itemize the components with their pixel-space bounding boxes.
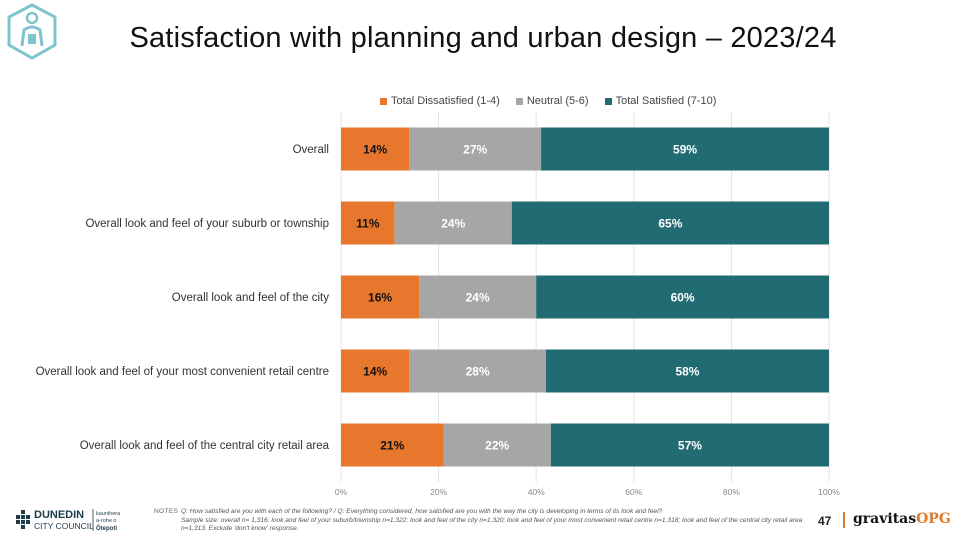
council-maori-line2: a-rohe o bbox=[96, 518, 117, 524]
chart-legend: Total Dissatisfied (1-4) Neutral (5-6) T… bbox=[380, 94, 716, 108]
data-label-neutral: 24% bbox=[466, 291, 490, 305]
bar-neutral bbox=[409, 127, 542, 171]
gravitas-brand-logo: gravitasOPG bbox=[853, 511, 951, 527]
data-label-neutral: 28% bbox=[466, 365, 490, 379]
legend-swatch-satisfied bbox=[604, 97, 612, 105]
bar-dissatisfied bbox=[341, 423, 444, 467]
notes-block: NOTES Q: How satisfied are you with each… bbox=[154, 508, 814, 534]
notes-text-1: Q: How satisfied are you with each of th… bbox=[181, 508, 663, 515]
category-label: Overall look and feel of your suburb or … bbox=[85, 218, 329, 230]
page-number: 47 bbox=[818, 514, 832, 528]
data-label-neutral: 24% bbox=[441, 217, 465, 231]
bar-dissatisfied bbox=[341, 275, 420, 319]
x-tick-label: 60% bbox=[625, 487, 642, 497]
notes-text-2: Sample size: overall n= 1,316; look and … bbox=[181, 516, 803, 533]
legend-item-satisfied: Total Satisfied (7-10) bbox=[604, 95, 717, 107]
council-maori-line1: kaunihera bbox=[96, 511, 121, 517]
data-label-neutral: 22% bbox=[485, 439, 509, 453]
legend-swatch-neutral bbox=[515, 97, 523, 105]
category-label: Overall look and feel of your most conve… bbox=[36, 366, 329, 378]
bar-dissatisfied bbox=[341, 349, 410, 393]
bar-neutral bbox=[419, 275, 537, 319]
x-tick-label: 40% bbox=[528, 487, 545, 497]
legend-item-neutral: Neutral (5-6) bbox=[515, 95, 589, 107]
bar-satisfied bbox=[541, 127, 829, 171]
bar-neutral bbox=[409, 349, 546, 393]
data-label-dissatisfied: 21% bbox=[380, 439, 404, 453]
legend-swatch-dissatisfied bbox=[380, 97, 387, 105]
legend-item-dissatisfied: Total Dissatisfied (1-4) bbox=[380, 95, 500, 107]
page-title: Satisfaction with planning and urban des… bbox=[129, 22, 837, 54]
survey-logo-icon bbox=[7, 3, 57, 60]
data-label-satisfied: 58% bbox=[675, 365, 699, 379]
legend-label-satisfied: Total Satisfied (7-10) bbox=[615, 95, 717, 107]
category-label: Overall bbox=[293, 144, 329, 156]
bar-neutral bbox=[443, 423, 551, 467]
bar-satisfied bbox=[550, 423, 829, 467]
brand-accent: OPG bbox=[916, 511, 951, 527]
data-label-dissatisfied: 16% bbox=[368, 291, 392, 305]
data-label-satisfied: 59% bbox=[673, 143, 697, 157]
bar-dissatisfied bbox=[341, 201, 395, 245]
council-name-line1: DUNEDIN bbox=[34, 509, 84, 521]
data-label-dissatisfied: 11% bbox=[356, 217, 380, 231]
legend-label-dissatisfied: Total Dissatisfied (1-4) bbox=[391, 95, 500, 107]
data-label-satisfied: 57% bbox=[678, 439, 702, 453]
bar-satisfied bbox=[545, 349, 829, 393]
bar-satisfied bbox=[511, 201, 829, 245]
brand-divider bbox=[843, 512, 845, 528]
stacked-bar-chart: 0% 20% 40% 60% 80% 100% Overall 14% 27% 59% Overal… bbox=[36, 112, 840, 497]
category-label: Overall look and feel of the city bbox=[172, 292, 329, 304]
x-tick-label: 0% bbox=[335, 487, 348, 497]
data-label-dissatisfied: 14% bbox=[363, 143, 387, 157]
category-label: Overall look and feel of the central cit… bbox=[80, 440, 330, 452]
notes-label: NOTES bbox=[154, 508, 179, 515]
x-tick-label: 100% bbox=[818, 487, 840, 497]
data-label-satisfied: 65% bbox=[658, 217, 682, 231]
bar-neutral bbox=[394, 201, 512, 245]
x-tick-label: 80% bbox=[723, 487, 740, 497]
brand-main: gravitas bbox=[853, 511, 917, 527]
dunedin-city-council-logo: DUNEDIN CITY COUNCIL kaunihera a-rohe o … bbox=[16, 509, 121, 532]
data-label-neutral: 27% bbox=[463, 143, 487, 157]
data-label-satisfied: 60% bbox=[671, 291, 695, 305]
legend-label-neutral: Neutral (5-6) bbox=[526, 95, 589, 107]
council-emblem-icon bbox=[16, 510, 30, 529]
council-maori-line3: Ōtepoti bbox=[96, 525, 117, 532]
data-label-dissatisfied: 14% bbox=[363, 365, 387, 379]
x-tick-label: 20% bbox=[430, 487, 447, 497]
bar-satisfied bbox=[536, 275, 829, 319]
bar-dissatisfied bbox=[341, 127, 410, 171]
council-name-line2: CITY COUNCIL bbox=[34, 521, 94, 531]
